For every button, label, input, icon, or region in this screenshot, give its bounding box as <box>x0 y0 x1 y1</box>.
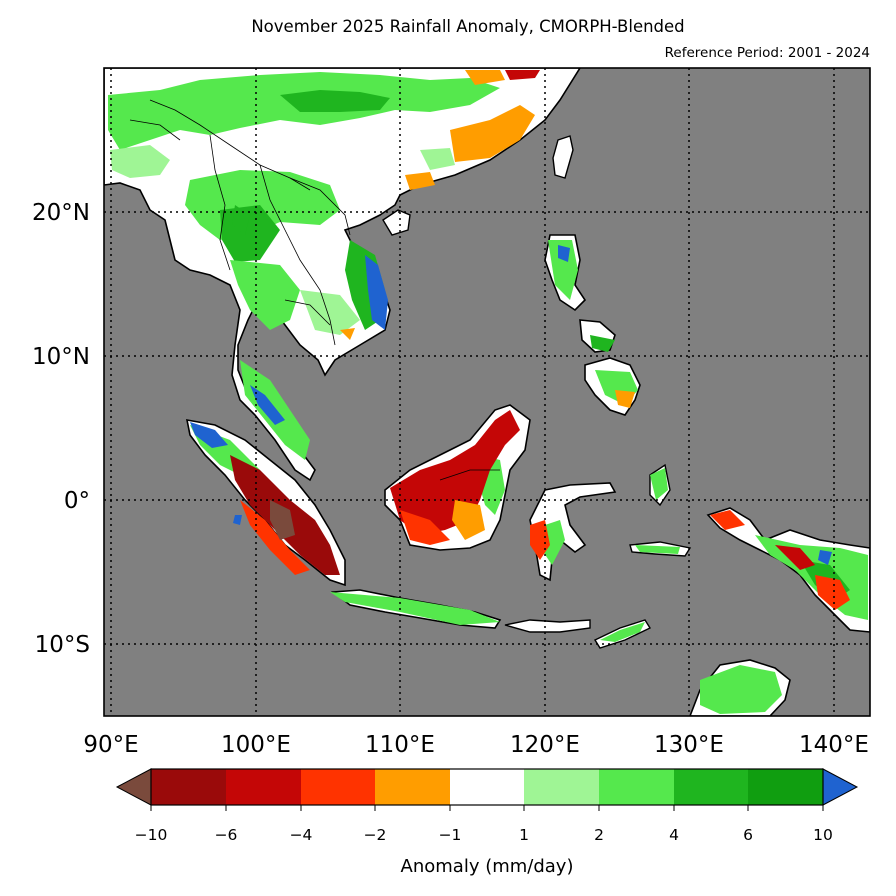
colorbar-tick-label: 1 <box>519 826 529 844</box>
colorbar-tick-label: −1 <box>439 826 462 844</box>
land-sunda <box>504 619 591 633</box>
colorbar-tick-label: 10 <box>813 826 833 844</box>
map-frame <box>103 67 871 717</box>
colorbar-tick-label: 2 <box>594 826 604 844</box>
colorbar-label: Anomaly (mm/day) <box>401 856 574 877</box>
land-mainland-north <box>104 68 581 482</box>
colorbar-segment-8 <box>674 769 748 805</box>
colorbar-frame <box>150 768 824 806</box>
colorbar-tick-label: 6 <box>743 826 753 844</box>
colorbar-tick-label: 4 <box>669 826 679 844</box>
graticule <box>104 68 870 716</box>
lat-tick-10n: 10°N <box>32 344 90 370</box>
colorbar-segment-6 <box>524 769 599 805</box>
colorbar-segment-2 <box>226 769 301 805</box>
lon-tick-130e: 130°E <box>654 732 724 758</box>
land-taiwan <box>552 135 574 179</box>
land-layer <box>104 68 870 716</box>
reference-period: Reference Period: 2001 - 2024 <box>664 45 870 61</box>
colorbar-tick-marks <box>150 805 824 811</box>
lon-tick-90e: 90°E <box>83 732 138 758</box>
colorbar-segment-5 <box>450 769 524 805</box>
country-borders <box>129 99 500 481</box>
colorbar-segment-1 <box>151 769 226 805</box>
lon-tick-100e: 100°E <box>221 732 291 758</box>
colorbar-tick-label: −4 <box>290 826 313 844</box>
lat-tick-20n: 20°N <box>32 200 90 226</box>
map-title: November 2025 Rainfall Anomaly, CMORPH-B… <box>251 17 685 36</box>
colorbar-tick-label: −6 <box>215 826 238 844</box>
colorbar-segment-9 <box>748 769 823 805</box>
lon-tick-110e: 110°E <box>365 732 435 758</box>
anomaly-dry <box>230 70 850 610</box>
colorbar-segment-4 <box>375 769 450 805</box>
colorbar-over-arrow <box>822 768 859 806</box>
colorbar: −10 −6 −4 −2 −1 1 2 4 6 10 Anomaly (mm/d… <box>115 768 859 877</box>
land-hainan <box>382 209 411 236</box>
lat-tick-0: 0° <box>64 488 90 514</box>
colorbar-segment-3 <box>301 769 375 805</box>
anomaly-very-wet <box>190 245 832 565</box>
colorbar-tick-label: −10 <box>135 826 168 844</box>
lon-tick-120e: 120°E <box>510 732 580 758</box>
lon-tick-140e: 140°E <box>799 732 869 758</box>
colorbar-segment-7 <box>599 769 674 805</box>
colorbar-under-arrow <box>115 768 152 806</box>
lat-tick-10s: 10°S <box>35 632 90 658</box>
colorbar-tick-label: −2 <box>364 826 387 844</box>
